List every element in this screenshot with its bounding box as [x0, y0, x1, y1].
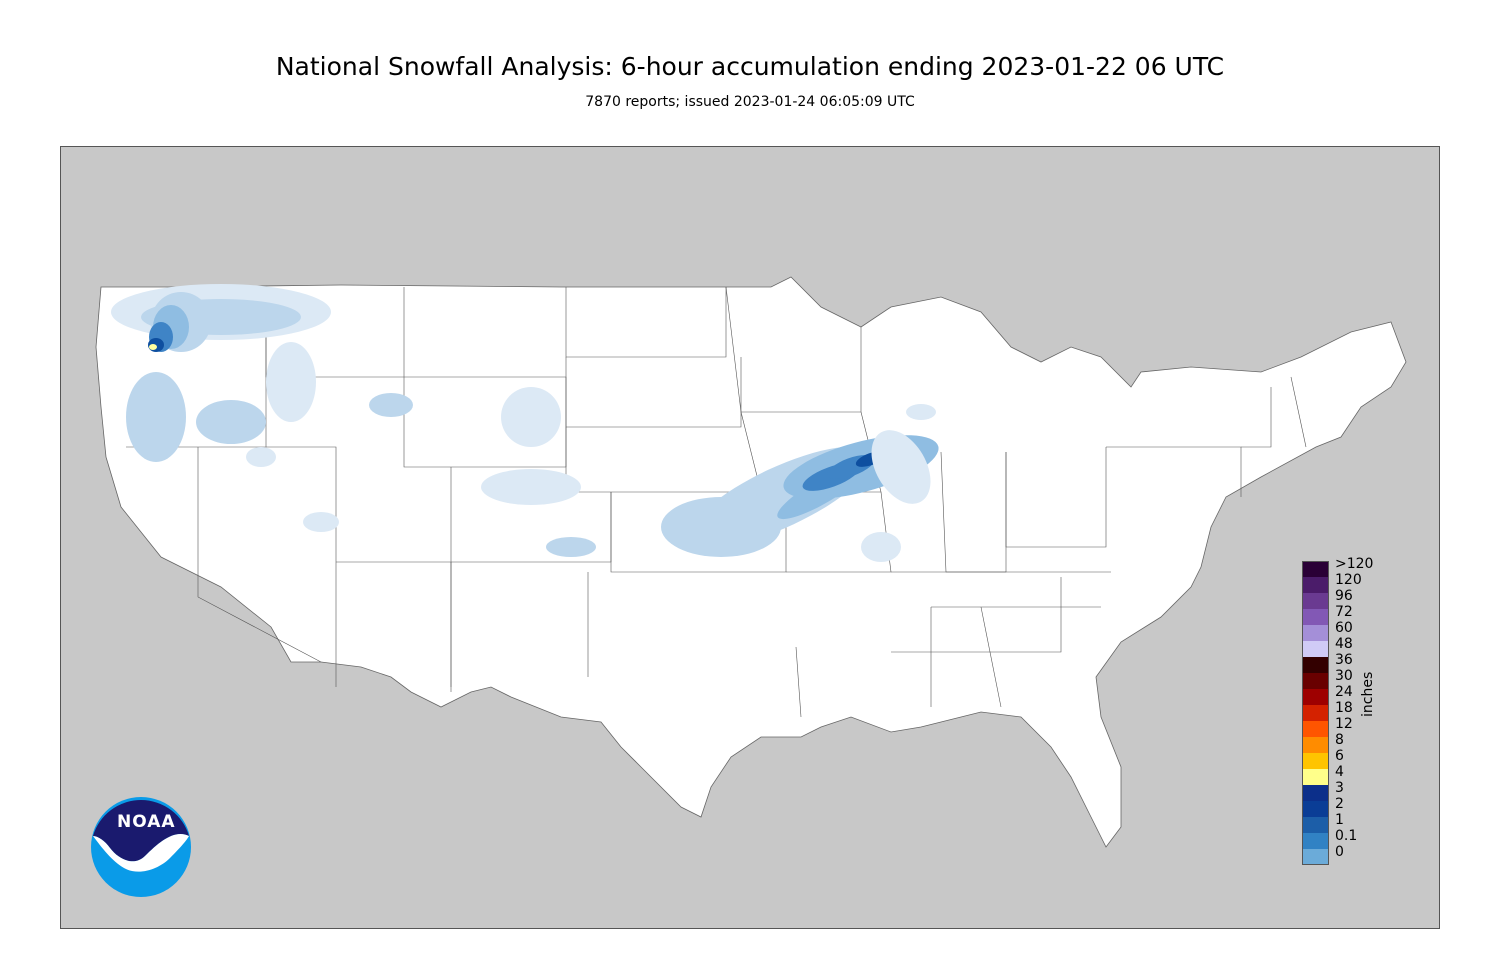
legend-swatch-6: [1302, 657, 1329, 673]
us-snowfall-map: [95, 276, 1407, 848]
legend-label-0: >120: [1335, 556, 1374, 572]
legend-label-15: 2: [1335, 796, 1344, 812]
legend-label-12: 6: [1335, 748, 1344, 764]
legend-swatch-13: [1302, 769, 1329, 785]
legend-swatch-8: [1302, 689, 1329, 705]
legend-label-1: 120: [1335, 572, 1362, 588]
legend-swatch-9: [1302, 705, 1329, 721]
state-borders: [126, 286, 1307, 718]
legend-label-8: 24: [1335, 684, 1353, 700]
legend-swatch-12: [1302, 753, 1329, 769]
legend-swatch-2: [1302, 593, 1329, 609]
legend-label-6: 36: [1335, 652, 1353, 668]
noaa-logo-icon: [91, 797, 191, 897]
legend-label-14: 3: [1335, 780, 1344, 796]
legend-label-10: 12: [1335, 716, 1353, 732]
map-title: National Snowfall Analysis: 6-hour accum…: [275, 52, 1225, 81]
legend: >120 120 96 72 60 48 36 30 24 18 12 8 6 …: [1302, 557, 1442, 881]
legend-label-17: 0.1: [1335, 828, 1358, 844]
snowfall-shading: [111, 284, 939, 562]
legend-swatch-17: [1302, 833, 1329, 849]
legend-label-11: 8: [1335, 732, 1344, 748]
legend-label-13: 4: [1335, 764, 1344, 780]
legend-label-18: 0: [1335, 844, 1344, 860]
legend-swatch-0: [1302, 561, 1329, 577]
legend-swatch-16: [1302, 817, 1329, 833]
legend-label-5: 48: [1335, 636, 1353, 652]
legend-label-2: 96: [1335, 588, 1353, 604]
legend-label-9: 18: [1335, 700, 1353, 716]
legend-label-7: 30: [1335, 668, 1353, 684]
legend-unit-label: inches: [1360, 671, 1376, 717]
legend-swatch-3: [1302, 609, 1329, 625]
legend-label-3: 72: [1335, 604, 1353, 620]
legend-label-4: 60: [1335, 620, 1353, 636]
legend-swatch-11: [1302, 737, 1329, 753]
legend-swatch-4: [1302, 625, 1329, 641]
legend-swatch-14: [1302, 785, 1329, 801]
legend-swatch-1: [1302, 577, 1329, 593]
conus-land: [95, 276, 1407, 848]
legend-swatch-18: [1302, 849, 1329, 865]
legend-swatch-7: [1302, 673, 1329, 689]
legend-swatch-15: [1302, 801, 1329, 817]
legend-label-16: 1: [1335, 812, 1344, 828]
legend-swatch-5: [1302, 641, 1329, 657]
map-subtitle: 7870 reports; issued 2023-01-24 06:05:09…: [585, 94, 915, 110]
noaa-logo-text: NOAA: [117, 812, 176, 832]
map-area: [60, 146, 1440, 929]
legend-swatch-10: [1302, 721, 1329, 737]
